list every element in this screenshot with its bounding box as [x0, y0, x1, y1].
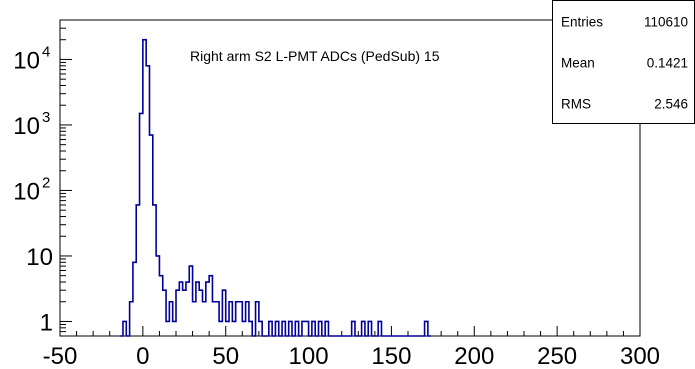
- stats-value: 2.546: [654, 96, 688, 111]
- x-tick-label: -50: [43, 343, 78, 369]
- x-tick-label: 50: [212, 343, 239, 369]
- stats-value: 0.1421: [646, 55, 688, 70]
- x-tick-label: 100: [289, 343, 329, 369]
- x-tick-label: 300: [620, 343, 660, 369]
- plot-frame: [59, 19, 641, 337]
- y-tick-label: 10: [26, 244, 53, 271]
- y-tick-exponent: 4: [42, 43, 50, 60]
- stats-row-entries: Entries 110610: [553, 1, 694, 42]
- histogram-series: [119, 38, 432, 337]
- y-tick-label: 10: [13, 113, 40, 140]
- y-tick-label: 10: [13, 178, 40, 205]
- stats-label: Mean: [561, 55, 595, 70]
- y-tick-label: 1: [40, 309, 53, 336]
- x-tick-label: 200: [454, 343, 494, 369]
- x-tick-label: 250: [537, 343, 577, 369]
- x-tick-label: 150: [371, 343, 411, 369]
- stats-value: 110610: [643, 14, 688, 29]
- x-tick-label: 0: [136, 343, 149, 369]
- y-tick-label: 10: [13, 47, 40, 74]
- stats-label: RMS: [561, 96, 591, 111]
- stats-row-rms: RMS 2.546: [553, 83, 694, 124]
- x-axis: -50 0 50 100 150 200 250 300: [43, 326, 660, 369]
- stats-box: Entries 110610 Mean 0.1421 RMS 2.546: [552, 0, 695, 124]
- y-tick-exponent: 2: [42, 174, 50, 191]
- y-tick-exponent: 3: [42, 109, 50, 126]
- stats-row-mean: Mean 0.1421: [553, 42, 694, 83]
- chart-title: Right arm S2 L-PMT ADCs (PedSub) 15: [190, 48, 440, 64]
- stats-label: Entries: [561, 14, 604, 29]
